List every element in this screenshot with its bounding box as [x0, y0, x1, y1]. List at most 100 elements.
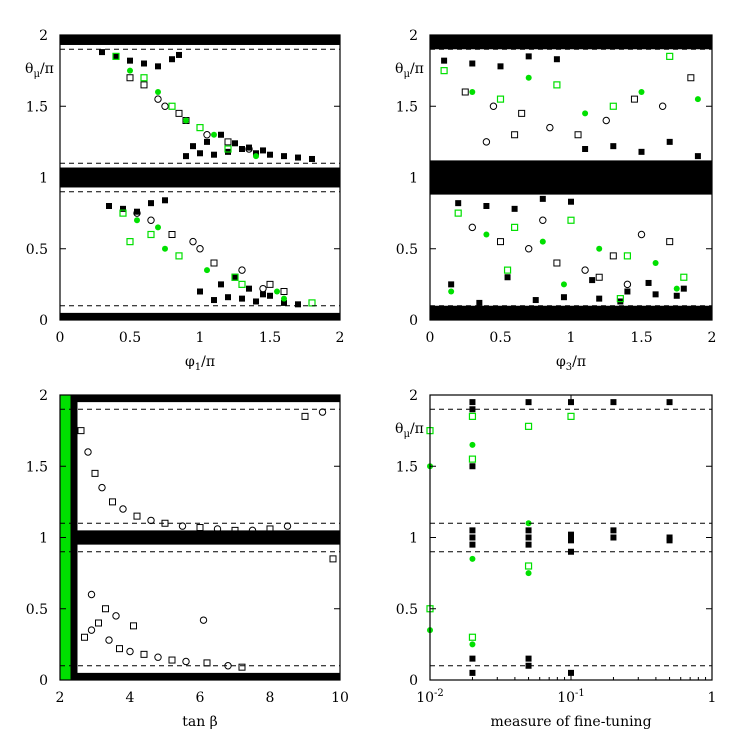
data-point: [666, 238, 674, 246]
data-point: [567, 216, 575, 224]
data-point: [582, 146, 589, 152]
data-point: [652, 291, 659, 298]
data-point: [476, 299, 483, 306]
data-point: [525, 655, 532, 662]
data-point: [301, 412, 309, 420]
data-point: [666, 399, 673, 406]
data-point: [504, 274, 511, 281]
data-point: [596, 295, 603, 302]
data-point: [469, 60, 476, 67]
data-point: [204, 267, 210, 274]
data-point: [120, 205, 126, 212]
data-point: [140, 74, 148, 82]
data-point: [211, 297, 217, 304]
data-point: [525, 74, 532, 81]
x-tick-label: 0: [56, 330, 65, 346]
data-point: [259, 284, 267, 293]
data-point: [248, 526, 257, 535]
x-tick-label: 2: [708, 330, 717, 346]
data-point: [155, 224, 161, 231]
data-point: [109, 498, 116, 506]
y-tick-label: 0: [39, 313, 48, 329]
plot-bottom-left: 2 4 6 8 10 0 0.5 1 1.5 2 tan β: [26, 388, 349, 730]
data-point: [154, 653, 162, 661]
data-point: [680, 273, 688, 281]
x-tick-label: 2: [336, 330, 345, 346]
data-point: [133, 209, 141, 217]
data-point: [238, 663, 246, 671]
data-point: [468, 223, 476, 232]
x-axis-label: φ3/π: [556, 354, 586, 373]
data-point: [196, 124, 204, 132]
data-point: [295, 301, 301, 308]
data-point: [469, 555, 476, 562]
y-tick-label: 1: [39, 531, 48, 547]
data-point: [113, 53, 119, 60]
data-point: [455, 200, 462, 207]
data-point: [630, 95, 638, 103]
data-point: [154, 95, 162, 103]
data-point: [574, 131, 582, 139]
data-point: [246, 285, 252, 292]
data-point: [524, 562, 533, 570]
x-axis-label: tan β: [182, 714, 218, 730]
data-point: [204, 138, 210, 145]
data-point: [245, 145, 253, 153]
plot-top-left: 0 0.5 1 1.5 2 0 0.5 1 1.5 2 θμ/π φ1/π: [25, 28, 344, 373]
data-point: [266, 280, 274, 288]
data-point: [680, 285, 687, 292]
y-axis-label: θμ/π: [25, 61, 54, 80]
data-point: [673, 292, 680, 299]
data-point: [266, 525, 274, 533]
data-point: [525, 399, 532, 406]
data-point: [624, 288, 631, 295]
data-point: [525, 527, 532, 534]
data-point: [197, 288, 203, 295]
data-point: [197, 150, 203, 157]
data-point: [134, 217, 140, 224]
y-tick-label: 0.5: [396, 602, 418, 618]
x-tick-label: 1: [196, 330, 205, 346]
y-axis-label: θμ/π: [395, 421, 424, 440]
data-point: [281, 299, 287, 306]
data-point: [553, 56, 560, 63]
y-tick-label: 0: [409, 313, 418, 329]
data-point: [469, 669, 476, 676]
data-point: [126, 647, 134, 656]
y-tick-label: 1: [39, 171, 48, 187]
y-tick-label: 1.5: [396, 99, 418, 115]
data-point: [213, 525, 222, 533]
data-point: [169, 56, 175, 63]
data-point: [448, 281, 455, 288]
data-point: [610, 527, 617, 534]
data-point: [602, 116, 610, 125]
data-point: [133, 512, 141, 520]
y-tick-label: 0.5: [26, 242, 48, 258]
data-point: [102, 605, 109, 613]
data-point: [553, 259, 561, 267]
data-point: [112, 612, 120, 620]
y-tick-label: 2: [39, 388, 48, 404]
data-point: [560, 281, 567, 288]
data-point: [140, 81, 148, 89]
data-point: [106, 203, 112, 209]
data-point: [539, 216, 547, 224]
y-tick-label: 0: [409, 673, 418, 689]
data-point: [468, 633, 477, 641]
data-point: [469, 527, 476, 534]
plot-top-right: 0 0.5 1 1.5 2 0 0.5 1 1.5 2 θμ/π φ3/π: [395, 28, 716, 373]
data-point: [469, 655, 476, 662]
data-point: [524, 422, 533, 430]
data-point: [568, 399, 574, 406]
data-point: [178, 522, 187, 530]
data-point: [609, 102, 617, 110]
data-point: [168, 102, 176, 110]
data-point: [196, 524, 204, 532]
y-tick-label: 2: [409, 388, 418, 404]
data-point: [525, 245, 533, 253]
data-point: [190, 143, 196, 150]
y-tick-label: 1: [409, 531, 418, 547]
data-point: [623, 280, 632, 289]
